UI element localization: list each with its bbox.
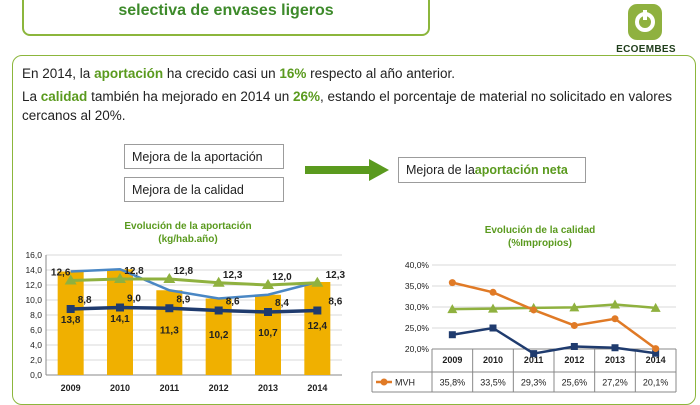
keyword-aportacion-neta: aportación neta: [474, 163, 568, 177]
box-mejora-aportacion-neta: Mejora de la aportación neta: [398, 157, 586, 183]
ecoembes-logo: ECOEMBES: [600, 2, 692, 58]
chart-calidad-title: Evolución de la calidad (%Impropios): [484, 225, 596, 249]
box-mejora-calidad: Mejora de la calidad: [124, 177, 284, 202]
slide-title: selectiva de envases ligeros: [118, 2, 334, 19]
value-26-percent: 26%: [292, 89, 320, 104]
chart-aportacion-title: Evolución de la aportación (kg/hab.año): [124, 221, 252, 245]
box-mejora-aportacion: Mejora de la aportación: [124, 144, 284, 169]
summary-line-aportacion: En 2014, la aportación ha crecido casi u…: [22, 66, 456, 81]
keyword-aportacion: aportación: [94, 66, 164, 81]
logo-text: ECOEMBES: [616, 44, 676, 55]
summary-line-calidad: La calidad también ha mejorado en 2014 u…: [22, 89, 672, 123]
right-arrow-icon: [305, 159, 389, 181]
logo-mark-icon: [628, 4, 662, 40]
slide-title-box: selectiva de envases ligeros: [22, 0, 430, 36]
value-16-percent: 16%: [279, 66, 307, 81]
keyword-calidad: calidad: [40, 89, 88, 104]
